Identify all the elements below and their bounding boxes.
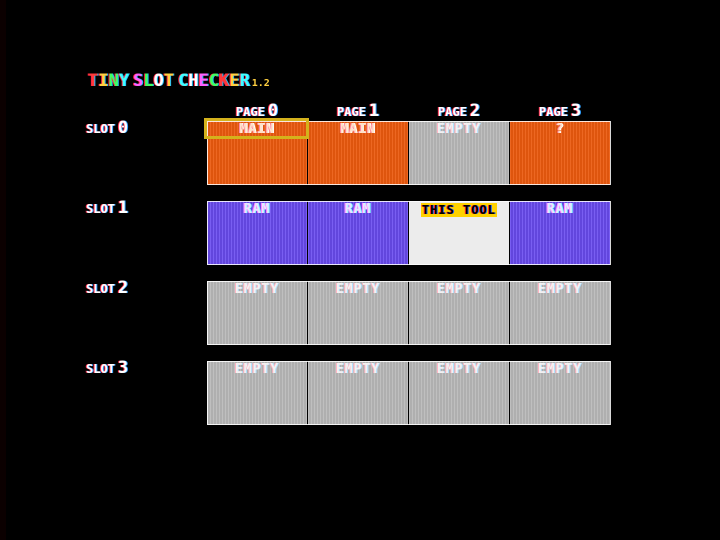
slot-3-page-2-cell[interactable]: EMPTY: [409, 361, 509, 425]
cell-label: EMPTY: [537, 362, 583, 377]
cell-label: THIS TOOL: [420, 203, 498, 217]
slot-label-text: SLOT: [86, 362, 115, 376]
app-version: 1.2: [251, 78, 270, 89]
cell-label: EMPTY: [436, 122, 482, 137]
title-letter: H: [188, 71, 199, 91]
title-letter: E: [229, 71, 240, 91]
slot-1-page-2-cell[interactable]: THIS TOOL: [409, 201, 509, 265]
cell-label: MAIN: [239, 122, 275, 137]
cell-label: RAM: [344, 202, 372, 217]
cell-label: EMPTY: [335, 282, 381, 297]
cell-label: MAIN: [340, 122, 376, 137]
slot-0-page-3-cell[interactable]: ?: [510, 121, 610, 185]
slot-3-page-0-cell[interactable]: EMPTY: [207, 361, 307, 425]
cell-label: EMPTY: [436, 282, 482, 297]
title-letter: I: [98, 71, 109, 91]
slot-label-number: 1: [117, 198, 129, 218]
page-header-label: PAGE: [336, 105, 366, 119]
slot-label-0: SLOT 0: [86, 118, 196, 139]
slot-label-3: SLOT 3: [86, 358, 196, 379]
title-letter: L: [143, 71, 154, 91]
slot-label-text: SLOT: [86, 122, 115, 136]
cell-label: EMPTY: [335, 362, 381, 377]
page-header-number: 1: [368, 101, 380, 121]
title-letter: R: [239, 71, 250, 91]
slot-label-number: 3: [117, 358, 129, 378]
title-letter: C: [208, 71, 219, 91]
cell-label: RAM: [243, 202, 271, 217]
cell-label: EMPTY: [234, 282, 280, 297]
title-letter: K: [219, 71, 230, 91]
slot-3-page-3-cell[interactable]: EMPTY: [510, 361, 610, 425]
slot-label-number: 2: [117, 278, 129, 298]
overscan-edge: [0, 0, 6, 540]
slot-label-2: SLOT 2: [86, 278, 196, 299]
slot-label-text: SLOT: [86, 202, 115, 216]
slot-1-page-1-cell[interactable]: RAM: [308, 201, 408, 265]
slot-1-page-0-cell[interactable]: RAM: [207, 201, 307, 265]
slot-2-page-3-cell[interactable]: EMPTY: [510, 281, 610, 345]
app-title: TINY SLOT CHECKER 1.2: [88, 70, 270, 92]
page-header-label: PAGE: [235, 105, 265, 119]
page-header-number: 2: [469, 101, 481, 121]
page-header-3: PAGE 3: [510, 101, 610, 122]
title-letter: O: [153, 71, 164, 91]
cell-label: RAM: [546, 202, 574, 217]
page-header-2: PAGE 2: [409, 101, 509, 122]
page-header-1: PAGE 1: [308, 101, 408, 122]
slot-label-text: SLOT: [86, 282, 115, 296]
cell-label: EMPTY: [234, 362, 280, 377]
title-letter: E: [198, 71, 209, 91]
page-header-label: PAGE: [538, 105, 568, 119]
title-letter: Y: [118, 71, 129, 91]
page-header-number: 0: [267, 101, 279, 121]
slot-2-page-2-cell[interactable]: EMPTY: [409, 281, 509, 345]
slot-3-page-1-cell[interactable]: EMPTY: [308, 361, 408, 425]
slot-label-1: SLOT 1: [86, 198, 196, 219]
slot-0-page-1-cell[interactable]: MAIN: [308, 121, 408, 185]
title-letter: C: [178, 71, 189, 91]
title-letter: T: [88, 71, 99, 91]
title-letter: T: [163, 71, 174, 91]
page-header-label: PAGE: [437, 105, 467, 119]
slot-0-page-2-cell[interactable]: EMPTY: [409, 121, 509, 185]
slot-1-page-3-cell[interactable]: RAM: [510, 201, 610, 265]
cell-label: EMPTY: [537, 282, 583, 297]
page-header-number: 3: [570, 101, 582, 121]
slot-2-page-1-cell[interactable]: EMPTY: [308, 281, 408, 345]
slot-label-number: 0: [117, 118, 129, 138]
slot-0-page-0-cell[interactable]: MAIN: [207, 121, 307, 185]
slot-2-page-0-cell[interactable]: EMPTY: [207, 281, 307, 345]
cell-label: ?: [555, 122, 565, 137]
title-letter: S: [133, 71, 144, 91]
page-header-0: PAGE 0: [207, 101, 307, 122]
cell-label: EMPTY: [436, 362, 482, 377]
title-letter: N: [108, 71, 119, 91]
